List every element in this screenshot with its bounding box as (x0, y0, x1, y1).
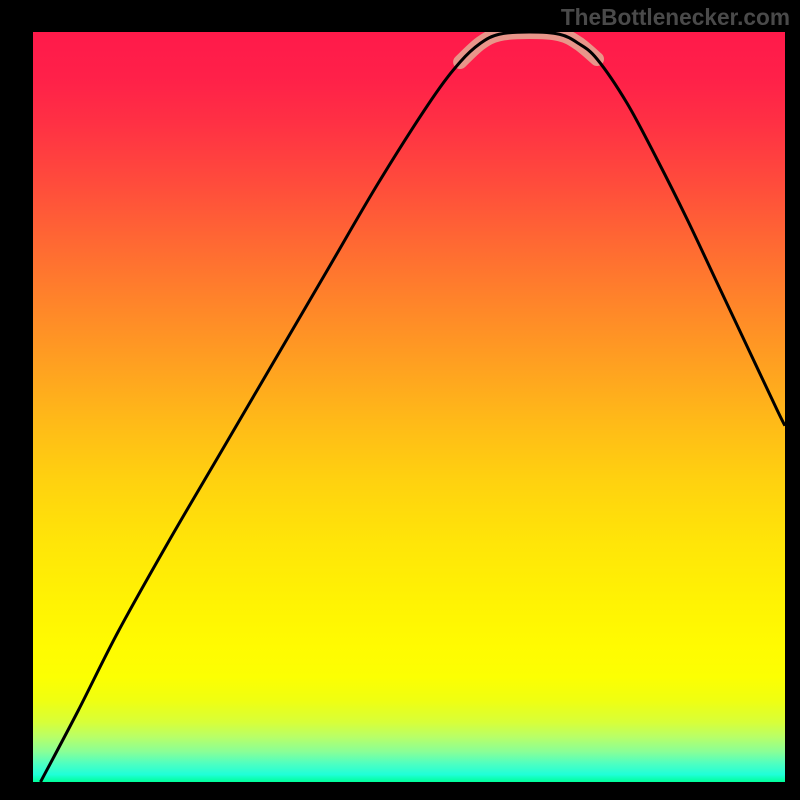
bottleneck-curve (41, 32, 785, 782)
attribution-text: TheBottlenecker.com (561, 4, 790, 31)
highlight-segment (460, 32, 597, 62)
chart-container: TheBottlenecker.com (0, 0, 800, 800)
curve-svg (33, 32, 785, 782)
plot-area (33, 32, 785, 782)
